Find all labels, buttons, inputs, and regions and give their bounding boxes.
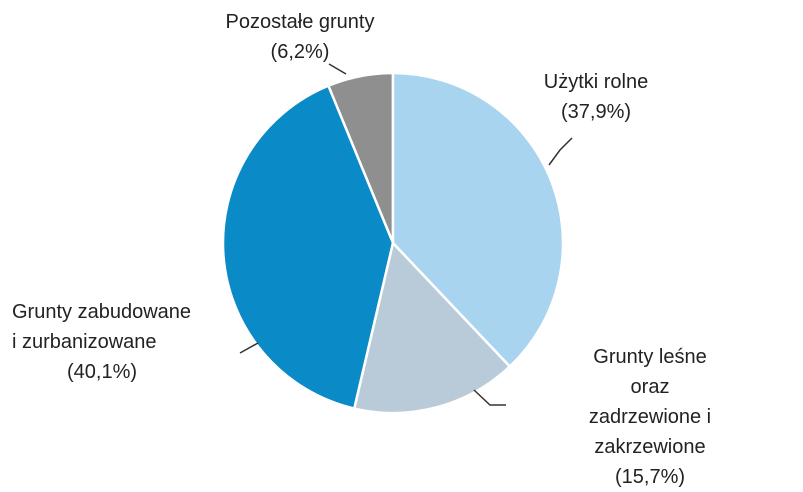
category-label: Grunty leśne oraz zadrzewione i zakrzewi… (588, 346, 712, 458)
value-label: (37,9%) (560, 101, 632, 123)
category-label: Pozostałe grunty (225, 11, 375, 33)
chart: Użytki rolne (37,9%) Grunty leśne oraz zad… (12, 7, 711, 488)
leader-line (473, 389, 506, 406)
leader-line (239, 342, 259, 354)
leader-line (328, 63, 347, 75)
pie-slice (391, 71, 565, 369)
pie-slice (221, 84, 395, 411)
slice-label: Użytki rolne (37,9%) (544, 67, 648, 127)
category-label: Grunty zabudowane i zurbanizowane (12, 301, 192, 353)
pie-slice (352, 240, 512, 415)
pie-canvas (221, 63, 573, 415)
category-label: Użytki rolne (543, 71, 649, 93)
slice-label: Grunty leśne oraz zadrzewione i zakrzewi… (574, 342, 727, 492)
slice-label: Pozostałe grunty (6,2%) (226, 7, 375, 67)
value-label: (6,2%) (270, 41, 330, 63)
slice-label: Grunty zabudowane i zurbanizowane (40,1%) (12, 297, 191, 387)
leader-line (548, 137, 573, 166)
value-label: (15,7%) (614, 466, 686, 488)
value-label: (40,1%) (67, 361, 138, 383)
